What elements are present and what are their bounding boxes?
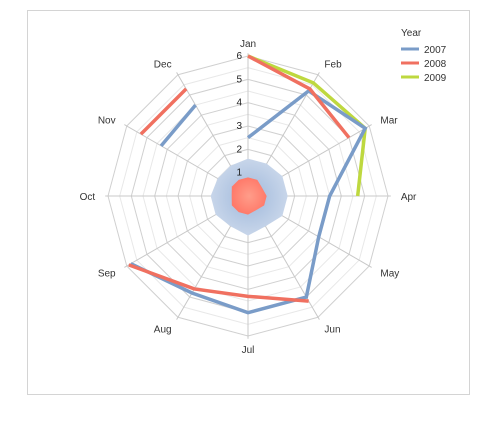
series-line-2008 bbox=[128, 263, 309, 303]
label-layer: Jan Feb Mar Apr May Jun Jul Aug Sep Oct Nov Dec 1 2 3 4… bbox=[80, 39, 417, 356]
category-label-mar: Mar bbox=[380, 116, 398, 127]
series-layer bbox=[128, 54, 368, 315]
series-line-2008 bbox=[247, 54, 351, 139]
category-label-jun: Jun bbox=[324, 324, 340, 335]
category-label-dec: Dec bbox=[154, 60, 172, 71]
series-line-2009 bbox=[247, 54, 368, 197]
category-label-may: May bbox=[380, 268, 399, 279]
series-line-2007 bbox=[159, 103, 197, 147]
legend-title: Year bbox=[401, 28, 422, 39]
legend-label-2008: 2008 bbox=[424, 59, 447, 70]
center-area-layer bbox=[210, 158, 288, 236]
category-label-nov: Nov bbox=[98, 116, 116, 127]
tick-label-6: 6 bbox=[236, 51, 242, 62]
tick-label-5: 5 bbox=[236, 74, 242, 85]
tick-label-3: 3 bbox=[236, 121, 242, 132]
center-area-red bbox=[231, 177, 267, 215]
category-label-jan: Jan bbox=[240, 39, 256, 50]
category-label-jul: Jul bbox=[242, 345, 255, 356]
legend-label-2009: 2009 bbox=[424, 73, 447, 84]
category-label-aug: Aug bbox=[154, 324, 172, 335]
category-label-feb: Feb bbox=[324, 60, 342, 71]
category-label-oct: Oct bbox=[80, 192, 96, 203]
tick-label-1: 1 bbox=[236, 168, 242, 179]
legend-label-2007: 2007 bbox=[424, 45, 447, 56]
tick-label-2: 2 bbox=[236, 144, 242, 155]
category-label-apr: Apr bbox=[401, 192, 417, 203]
series-line-2008 bbox=[139, 87, 188, 136]
category-label-sep: Sep bbox=[98, 268, 116, 279]
series-line-2007 bbox=[130, 88, 368, 315]
tick-label-4: 4 bbox=[236, 98, 242, 109]
